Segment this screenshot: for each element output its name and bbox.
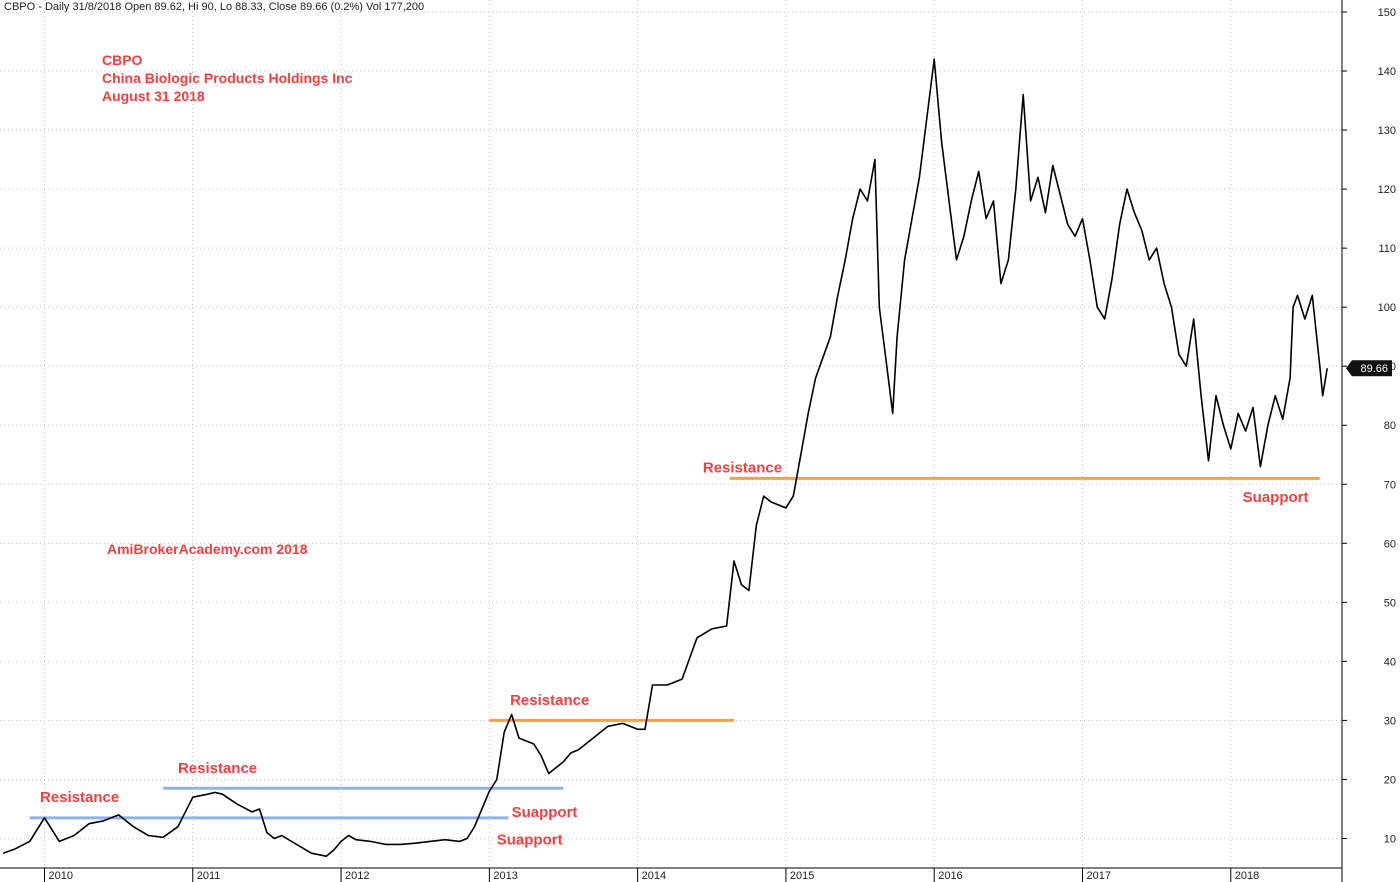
- y-tick-label: 70: [1384, 479, 1396, 491]
- x-tick-label: 2015: [790, 870, 814, 882]
- y-tick-label: 80: [1384, 420, 1396, 432]
- x-tick-label: 2017: [1086, 870, 1110, 882]
- chart-title-block: CBPO China Biologic Products Holdings In…: [102, 51, 352, 105]
- y-tick-label: 150: [1378, 7, 1396, 19]
- y-tick-label: 10: [1384, 833, 1396, 845]
- y-tick-label: 60: [1384, 538, 1396, 550]
- last-price-label: 89.66: [1360, 363, 1388, 375]
- y-tick-label: 100: [1378, 302, 1396, 314]
- annotation-label: Resistance: [178, 760, 257, 777]
- y-tick-label: 110: [1378, 243, 1396, 255]
- last-price-badge: [1346, 360, 1392, 377]
- chart-date: August 31 2018: [102, 88, 205, 104]
- annotation-label: Resistance: [510, 692, 589, 709]
- y-tick-label: 20: [1384, 774, 1396, 786]
- company-name: China Biologic Products Holdings Inc: [102, 70, 353, 86]
- chart-header: CBPO - Daily 31/8/2018 Open 89.62, Hi 90…: [4, 1, 425, 13]
- x-tick-label: 2018: [1235, 870, 1259, 882]
- y-tick-label: 140: [1378, 66, 1396, 78]
- y-tick-label: 50: [1384, 597, 1396, 609]
- price-line: [2, 58, 1328, 857]
- y-tick-label: 30: [1384, 715, 1396, 727]
- y-tick-label: 130: [1378, 125, 1396, 137]
- annotation-label: Suapport: [1243, 489, 1309, 506]
- ticker-label: CBPO: [102, 52, 143, 68]
- watermark: AmiBrokerAcademy.com 2018: [107, 541, 308, 557]
- x-tick-label: 2010: [48, 870, 72, 882]
- annotation-label: Suapport: [497, 831, 563, 848]
- y-tick-label: 120: [1378, 184, 1396, 196]
- annotation-label: Resistance: [40, 789, 119, 806]
- annotation-label: Resistance: [703, 459, 782, 476]
- y-tick-label: 40: [1384, 656, 1396, 668]
- x-tick-label: 2012: [345, 870, 369, 882]
- annotation-label: Suapport: [512, 804, 578, 821]
- x-tick-label: 2014: [642, 870, 666, 882]
- x-tick-label: 2016: [938, 870, 962, 882]
- x-tick-label: 2011: [197, 870, 221, 882]
- x-tick-label: 2013: [493, 870, 517, 882]
